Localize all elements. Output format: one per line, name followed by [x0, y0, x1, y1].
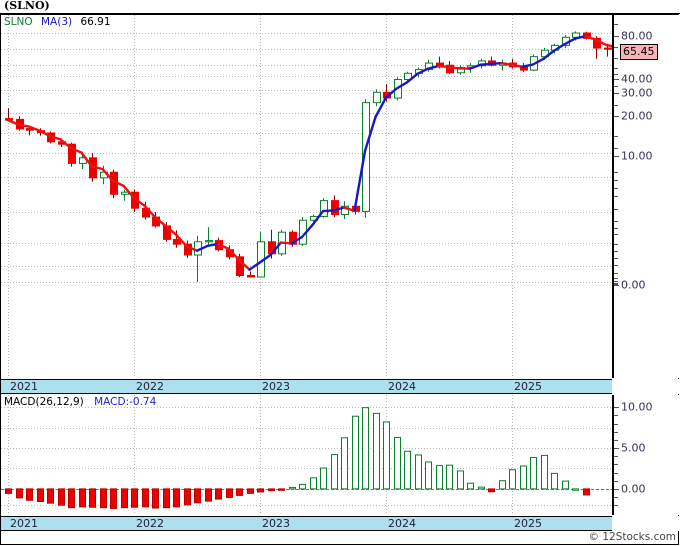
- macd-x-axis-band: 2021 2022 2023 2024 2025: [1, 516, 612, 531]
- price-x-axis-corner: [612, 379, 679, 394]
- price-x-axis-band: 2021 2022 2023 2024 2025: [1, 379, 612, 394]
- macd-axis-minor-tick: [614, 415, 618, 417]
- price-axis-label: 40.00: [621, 72, 653, 86]
- price-axis-minor-tick: [614, 250, 618, 252]
- title-divider: [0, 13, 680, 14]
- current-price-badge: 65.45: [620, 43, 658, 60]
- price-axis-minor-tick: [614, 180, 618, 181]
- macd-axis-minor-tick: [614, 480, 618, 482]
- macd-axis-minor-tick: [614, 439, 618, 441]
- watermark: © 12Stocks.com: [588, 531, 677, 543]
- price-axis-minor-tick: [614, 243, 618, 245]
- macd-x-axis-corner: [612, 516, 679, 531]
- price-axis-minor-tick: [614, 57, 618, 59]
- title-bar: (SLNO): [0, 0, 680, 14]
- price-axis-tick: [614, 36, 619, 37]
- macd-x-axis-year: 2021: [10, 517, 38, 530]
- price-axis-minor-tick: [614, 86, 618, 87]
- price-axis-minor-tick: [614, 234, 618, 235]
- price-axis-minor-tick: [614, 73, 618, 75]
- price-axis-minor-tick: [614, 265, 618, 267]
- price-chart-panel[interactable]: [1, 15, 612, 378]
- macd-panel[interactable]: [1, 395, 612, 515]
- macd-value-label: MACD:-0.74: [94, 396, 157, 408]
- price-axis-minor-tick: [614, 221, 618, 223]
- macd-axis-minor-tick: [614, 472, 618, 474]
- price-axis-minor-tick: [614, 24, 618, 25]
- price-axis-minor-tick: [614, 282, 618, 284]
- macd-axis-label: 10.00: [621, 400, 653, 414]
- price-axis-tick: [614, 116, 619, 117]
- price-axis-label: 10.00: [621, 149, 653, 163]
- price-x-axis-year: 2023: [262, 380, 290, 393]
- price-axis-minor-tick: [614, 104, 618, 106]
- macd-x-axis-year: 2025: [514, 517, 542, 530]
- macd-axis-tick: [614, 407, 619, 409]
- macd-axis-minor-tick: [614, 423, 618, 425]
- macd-x-axis-year: 2024: [388, 517, 416, 530]
- price-legend: SLNO MA(3) 66.91: [4, 16, 111, 28]
- price-axis-minor-tick: [614, 258, 618, 259]
- price-axis-label: 20.00: [621, 109, 653, 123]
- legend-symbol: SLNO: [4, 16, 33, 28]
- price-axis-minor-tick: [614, 136, 618, 137]
- macd-legend: MACD(26,12,9) MACD:-0.74: [4, 396, 156, 408]
- price-x-axis-year: 2021: [10, 380, 38, 393]
- legend-ma-label: MA(3): [40, 16, 73, 28]
- price-axis-minor-tick: [614, 148, 618, 149]
- price-x-axis-year: 2024: [388, 380, 416, 393]
- macd-axis-label: 5.00: [621, 441, 646, 455]
- macd-axis-tick: [614, 448, 619, 450]
- macd-axis-minor-tick: [614, 497, 618, 499]
- price-axis-minor-tick: [614, 281, 618, 283]
- price-axis-minor-tick: [614, 172, 618, 173]
- price-axis-minor-tick: [614, 272, 618, 274]
- price-x-axis-year: 2022: [136, 380, 164, 393]
- macd-y-axis: 10.00 5.00 0.00: [612, 395, 679, 515]
- price-axis-minor-tick: [614, 188, 618, 189]
- macd-axis-minor-tick: [614, 464, 618, 466]
- price-axis-minor-tick: [614, 46, 618, 48]
- macd-x-axis-year: 2022: [136, 517, 164, 530]
- price-axis-minor-tick: [614, 196, 618, 197]
- price-axis-label: 80.00: [621, 29, 653, 43]
- price-axis-minor-tick: [614, 227, 618, 229]
- macd-axis-line: [612, 395, 614, 515]
- macd-indicator-label: MACD(26,12,9): [4, 396, 84, 408]
- price-axis-minor-tick: [614, 284, 618, 286]
- price-axis-tick: [614, 93, 619, 94]
- price-axis-tick: [614, 285, 619, 286]
- macd-histogram-svg: [1, 395, 612, 515]
- page-title: (SLNO): [4, 0, 50, 12]
- price-x-axis-year: 2025: [514, 380, 542, 393]
- price-axis-tick: [614, 156, 619, 157]
- macd-axis-label: 0.00: [621, 482, 646, 496]
- macd-axis-minor-tick: [614, 505, 618, 507]
- price-axis-line: [612, 15, 614, 378]
- price-candlestick-svg: [1, 15, 612, 378]
- price-axis-minor-tick: [614, 283, 618, 285]
- price-y-axis: 80.00 40.00 30.00 20.00 10.00 0.00 65.45: [612, 15, 679, 378]
- price-axis-label: 0.00: [621, 278, 646, 292]
- legend-ma-value: 66.91: [80, 16, 111, 28]
- macd-axis-minor-tick: [614, 431, 618, 433]
- price-axis-minor-tick: [614, 278, 618, 280]
- price-axis-label: 30.00: [621, 86, 653, 100]
- price-axis-tick: [614, 79, 619, 80]
- price-axis-minor-tick: [614, 68, 618, 70]
- macd-axis-minor-tick: [614, 456, 618, 458]
- macd-x-axis-year: 2023: [262, 517, 290, 530]
- macd-axis-tick: [614, 488, 619, 490]
- price-axis-minor-tick: [614, 208, 618, 210]
